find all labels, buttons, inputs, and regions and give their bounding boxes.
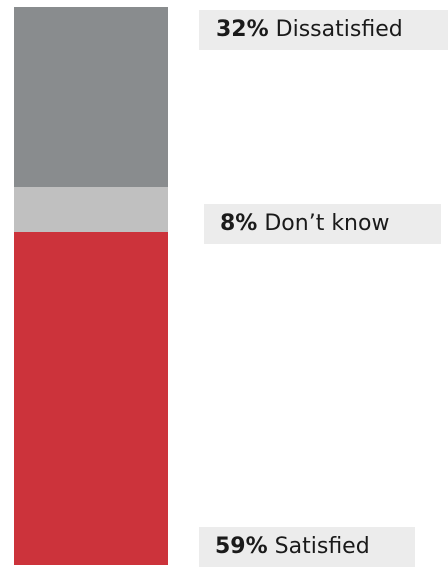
data-label-satisfied-name: Satisfied <box>274 534 370 559</box>
data-label-dont-know-percent: 8% <box>220 211 258 236</box>
data-label-dissatisfied-percent: 32% <box>216 17 269 42</box>
data-label-dont-know-name: Don’t know <box>264 211 390 236</box>
data-label-dissatisfied: 32% Dissatisfied <box>199 10 448 50</box>
data-label-satisfied: 59% Satisfied <box>199 527 415 567</box>
bar-segment-dont-know <box>14 187 168 232</box>
data-label-dissatisfied-name: Dissatisfied <box>275 17 403 42</box>
bar-segment-dissatisfied <box>14 7 168 187</box>
bar-segment-satisfied <box>14 232 168 565</box>
data-label-dont-know: 8% Don’t know <box>204 204 441 244</box>
data-label-satisfied-percent: 59% <box>215 534 268 559</box>
